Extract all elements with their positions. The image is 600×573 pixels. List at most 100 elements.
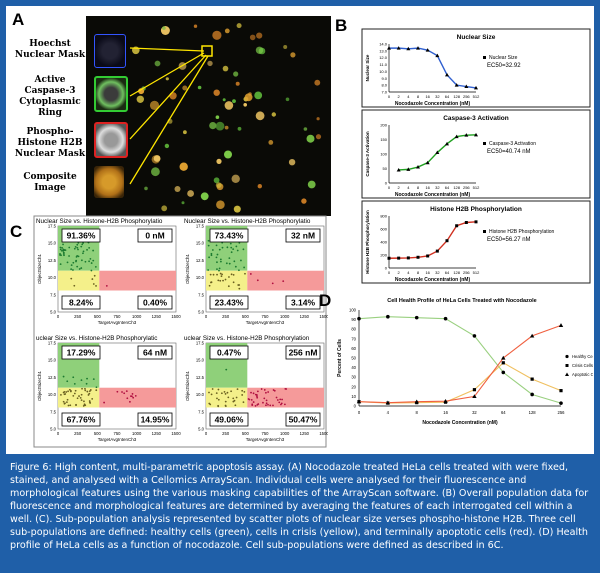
healthy-percent-box (61, 345, 101, 360)
cell-dot (222, 98, 226, 102)
crisis-point (91, 278, 94, 280)
cell-dot (174, 186, 181, 192)
x-tick-label: 256 (463, 94, 470, 99)
healthy-point (61, 246, 64, 249)
x-tick-label: 1500 (319, 431, 328, 436)
data-point (530, 377, 534, 381)
chart-title: Nuclear Size (457, 34, 496, 41)
legend-marker (565, 354, 569, 359)
crisis-point (224, 393, 227, 395)
y-tick-label: 12.5 (196, 258, 205, 263)
healthy-point (76, 243, 79, 246)
cell-dot (154, 60, 161, 67)
crisis-point (86, 390, 89, 393)
x-tick-label: 128 (453, 94, 460, 99)
crisis-point (75, 404, 77, 406)
crisis-point (62, 400, 65, 403)
apoptotic-point (282, 280, 285, 283)
apoptotic-point (126, 397, 129, 400)
apoptotic-point (254, 393, 257, 396)
x-tick-label: 0 (57, 314, 60, 319)
concentration-label: 256 nM (289, 348, 318, 358)
data-point (455, 224, 459, 228)
crisis-point (226, 391, 229, 394)
crisis-point (63, 391, 66, 393)
apoptotic-point (256, 396, 259, 399)
cell-dot (161, 205, 168, 212)
cell-dot (212, 30, 222, 40)
healthy-point (88, 260, 90, 263)
crisis-point (219, 279, 222, 282)
healthy-point (63, 249, 66, 251)
crisis-point (79, 396, 82, 399)
cell-dot (187, 190, 194, 197)
cell-dot (233, 71, 239, 77)
cell-dot (138, 88, 145, 95)
crisis-point (242, 401, 245, 404)
apoptotic-point (252, 401, 255, 403)
apoptotic-point (272, 404, 274, 407)
crisis-percent: 23.43% (215, 298, 244, 308)
healthy-point (229, 242, 232, 245)
cell-dot (224, 150, 232, 159)
crisis-point (87, 394, 90, 396)
healthy-point (94, 265, 97, 268)
legend-marker (483, 142, 486, 145)
x-tick-label: 0 (358, 410, 361, 415)
legend-label: Crisis Cells (572, 363, 593, 368)
y-tick-label: 17.5 (48, 341, 57, 346)
panel-a-letter: A (12, 10, 25, 29)
concentration-label: 64 nM (143, 348, 167, 358)
cell-dot (181, 201, 185, 205)
crisis-point (216, 273, 218, 276)
apoptotic-point (280, 403, 282, 406)
data-point (464, 133, 469, 137)
y-tick-label: 100 (349, 308, 357, 313)
y-tick-label: 5.0 (50, 427, 56, 432)
x-tick-label: 750 (262, 431, 270, 436)
cell-dot (237, 126, 242, 131)
y-tick-label: 10.0 (48, 392, 57, 397)
crisis-point (74, 389, 77, 392)
crisis-point (238, 284, 241, 286)
series-line (358, 362, 562, 404)
y-tick-label: 150 (380, 137, 387, 142)
y-tick-label: 0 (385, 266, 388, 271)
healthy-point (59, 252, 61, 255)
apoptotic-percent: 14.95% (141, 415, 170, 425)
cell-dot (283, 45, 288, 49)
y-tick-label: 30 (351, 375, 356, 380)
crisis-point (83, 400, 85, 403)
healthy-point (72, 376, 75, 379)
cell-dot (215, 115, 220, 119)
apoptotic-point (254, 404, 257, 407)
crisis-point (217, 405, 220, 408)
label-caspase: Active Caspase-3 Cytoplasmic Ring (19, 75, 81, 118)
y-tick-label: 400 (380, 240, 387, 245)
apoptotic-point (265, 399, 268, 402)
healthy-point (230, 246, 233, 249)
legend-marker (565, 364, 569, 367)
cell-field (132, 23, 322, 213)
crisis-point (209, 273, 212, 276)
concentration-label-box (285, 345, 321, 360)
healthy-point (211, 249, 214, 251)
healthy-point (216, 253, 219, 256)
ec50-label: EC50=56.27 nM (487, 237, 531, 243)
healthy-point (60, 254, 62, 257)
y-tick-label: 15.0 (196, 358, 205, 363)
x-tick-label: 64 (445, 94, 450, 99)
healthy-point (225, 262, 228, 265)
crisis-percent: 67.76% (67, 415, 96, 425)
apoptotic-percent-box (137, 412, 173, 427)
healthy-point (80, 245, 83, 248)
healthy-point (63, 254, 65, 257)
apoptotic-point (278, 401, 281, 404)
fit-curve (389, 47, 477, 89)
crisis-point (210, 393, 213, 396)
cell-dot (243, 103, 247, 107)
x-tick-label: 1000 (280, 431, 290, 436)
apoptotic-point (252, 392, 255, 395)
series-line (358, 324, 562, 404)
y-axis-label: ObjectSizeCh1 (37, 253, 42, 284)
